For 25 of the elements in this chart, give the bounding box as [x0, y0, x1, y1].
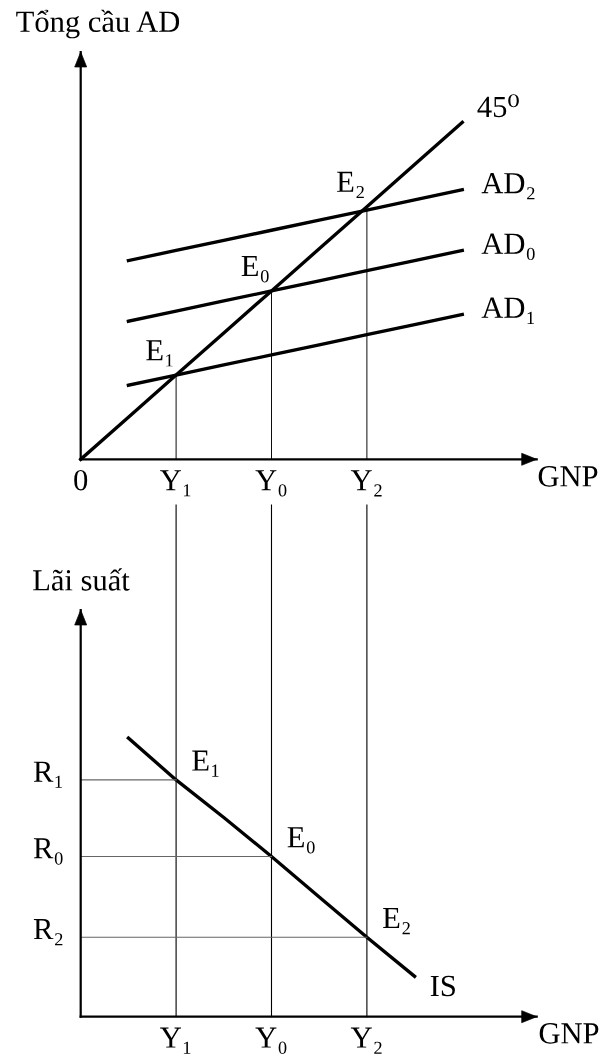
series-label: R₂	[33, 919, 63, 946]
series-label: 45⁰	[477, 94, 519, 118]
series-label: AD₀	[481, 233, 535, 261]
annotation: E₁	[146, 340, 173, 367]
x-tick-label: Y₂	[350, 470, 382, 497]
annotation: E₀	[241, 256, 269, 283]
annotation: E₁	[192, 750, 219, 777]
x-tick-label: 0	[74, 469, 88, 491]
series-label: AD₁	[481, 297, 534, 324]
annotation: E₂	[383, 908, 410, 935]
x-axis-title: GNP	[538, 466, 598, 487]
series-label: AD₂	[481, 172, 535, 200]
x-tick-label: Y₀	[255, 1027, 287, 1054]
x-axis-title: GNP	[539, 1023, 599, 1044]
series-label: IS	[430, 975, 455, 997]
annotation: E₀	[287, 827, 315, 854]
x-tick-label: Y₀	[255, 470, 287, 497]
x-tick-label: Y₁	[160, 1027, 191, 1054]
x-tick-label: Y₂	[350, 1027, 382, 1054]
series-label: R₁	[33, 761, 62, 788]
x-tick-label: Y₁	[160, 470, 191, 497]
annotation: E₂	[337, 171, 364, 199]
y-axis-title: Tổng cầu AD	[16, 9, 180, 39]
y-axis-title: Lãi suất	[33, 568, 130, 591]
series-label: R₀	[33, 838, 63, 865]
